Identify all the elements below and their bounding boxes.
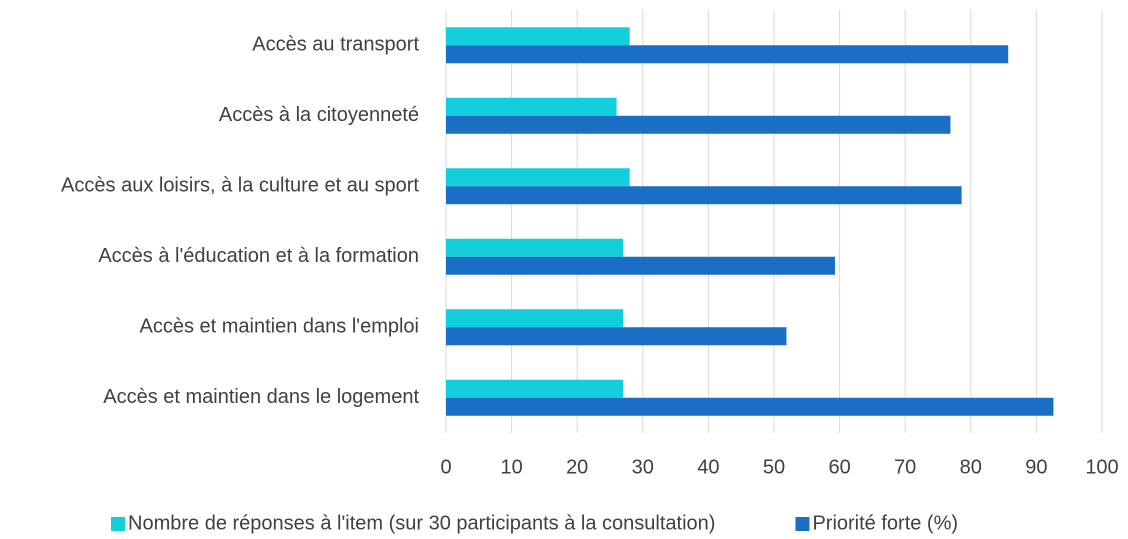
y-tick-label: Accès aux loisirs, à la culture et au sp… bbox=[61, 175, 419, 197]
x-tick-label: 0 bbox=[440, 456, 451, 478]
y-tick-label: Accès et maintien dans l'emploi bbox=[139, 316, 419, 338]
x-tick-label: 70 bbox=[894, 456, 916, 478]
bar bbox=[446, 327, 787, 346]
y-tick-label: Accès au transport bbox=[252, 34, 419, 56]
y-tick-label: Accès et maintien dans le logement bbox=[103, 386, 419, 408]
legend-label: Priorité forte (%) bbox=[812, 512, 958, 534]
x-tick-label: 40 bbox=[697, 456, 719, 478]
bar bbox=[446, 115, 951, 134]
legend-swatch bbox=[795, 517, 810, 531]
x-tick-label: 10 bbox=[500, 456, 522, 478]
bar bbox=[446, 397, 1054, 416]
x-tick-label: 60 bbox=[828, 456, 850, 478]
bar bbox=[446, 186, 962, 205]
bar bbox=[446, 168, 630, 187]
x-tick-label: 20 bbox=[566, 456, 588, 478]
bar bbox=[446, 45, 1009, 64]
legend-swatch bbox=[111, 517, 125, 531]
bar bbox=[446, 238, 624, 257]
bar bbox=[446, 27, 630, 46]
y-tick-label: Accès à la citoyenneté bbox=[219, 104, 419, 126]
x-tick-label: 30 bbox=[632, 456, 654, 478]
bar bbox=[446, 97, 617, 116]
x-tick-label: 90 bbox=[1025, 456, 1047, 478]
bar bbox=[446, 379, 624, 398]
legend-label: Nombre de réponses à l'item (sur 30 part… bbox=[128, 512, 715, 534]
bar bbox=[446, 256, 836, 275]
x-tick-label: 80 bbox=[960, 456, 982, 478]
x-tick-label: 50 bbox=[763, 456, 785, 478]
x-tick-label: 100 bbox=[1085, 456, 1118, 478]
bar bbox=[446, 309, 624, 328]
y-tick-label: Accès à l'éducation et à la formation bbox=[98, 245, 419, 267]
